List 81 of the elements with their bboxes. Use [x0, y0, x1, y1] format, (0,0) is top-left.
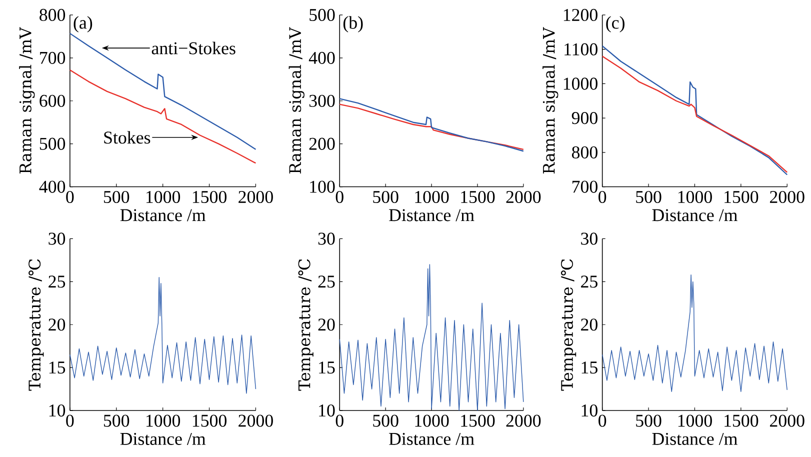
y-axis-title: Raman signal /mV	[542, 26, 558, 174]
x-tick-label: 500	[636, 414, 662, 427]
x-tick-label: 1000	[415, 190, 449, 203]
y-tick-label: 25	[318, 275, 335, 288]
x-tick-label: 1500	[461, 190, 495, 203]
y-tick-label: 400	[39, 180, 66, 193]
x-axis-title: Distance /m	[120, 208, 206, 221]
line-series	[70, 276, 256, 394]
x-axis-title: Distance /m	[652, 208, 738, 221]
y-tick-label: 500	[310, 8, 335, 21]
y-tick-label: 10	[319, 404, 335, 416]
annotation: (c)	[606, 16, 624, 32]
x-tick-label: 1500	[724, 190, 758, 203]
x-tick-label: 500	[373, 190, 398, 203]
x-tick-label: 2000	[238, 190, 273, 203]
x-axis-title: Distance /m	[652, 432, 738, 445]
annotation: (a)	[74, 16, 92, 32]
x-tick-label: 500	[104, 190, 130, 203]
y-tick-label: 900	[572, 112, 598, 124]
y-tick-label: 20	[318, 318, 335, 330]
y-tick-label: 700	[572, 180, 598, 193]
y-axis-title: Raman signal /mV	[288, 26, 304, 174]
y-tick-label: 1100	[564, 43, 598, 56]
y-axis-title: Temperature /℃	[298, 259, 314, 391]
x-tick-label: 1500	[724, 414, 758, 427]
x-tick-label: 2000	[770, 414, 804, 427]
y-tick-label: 15	[319, 361, 335, 374]
x-tick-label: 0	[598, 190, 606, 203]
annotation: Stokes	[104, 130, 150, 144]
x-tick-label: 2000	[770, 190, 804, 203]
line-series	[602, 274, 788, 392]
y-tick-label: 1000	[564, 77, 598, 90]
x-tick-label: 1500	[192, 414, 226, 427]
y-axis-title: Raman signal /mV	[19, 26, 35, 174]
x-tick-label: 1000	[415, 414, 449, 427]
y-tick-label: 200	[309, 138, 335, 150]
x-tick-label: 1500	[461, 414, 495, 427]
x-tick-label: 1000	[678, 414, 712, 427]
y-axis-title: Temperature /℃	[560, 259, 576, 391]
x-tick-label: 0	[66, 414, 74, 427]
y-tick-label: 20	[48, 318, 66, 330]
y-tick-label: 300	[309, 94, 335, 107]
y-tick-label: 10	[49, 404, 66, 416]
x-tick-label: 500	[636, 190, 662, 203]
x-axis-title: Distance /m	[120, 432, 206, 445]
x-tick-label: 1000	[678, 190, 712, 203]
y-tick-label: 1200	[564, 8, 598, 21]
y-tick-label: 25	[581, 275, 598, 288]
x-tick-label: 0	[336, 190, 344, 203]
y-tick-label: 400	[308, 52, 335, 64]
x-axis-title: Distance /m	[389, 432, 474, 445]
y-tick-label: 30	[48, 232, 66, 245]
x-axis-title: Distance /m	[389, 208, 474, 221]
x-tick-label: 1000	[146, 414, 180, 427]
y-tick-label: 20	[581, 318, 598, 330]
x-tick-label: 0	[336, 414, 344, 427]
y-tick-label: 10	[582, 404, 598, 416]
y-tick-label: 500	[40, 138, 66, 150]
y-tick-label: 800	[572, 146, 598, 158]
y-tick-label: 25	[48, 275, 66, 288]
x-tick-label: 2000	[238, 414, 273, 427]
x-tick-label: 1500	[192, 190, 226, 203]
y-tick-label: 15	[49, 361, 66, 374]
y-tick-label: 30	[318, 232, 335, 245]
x-tick-label: 2000	[506, 414, 541, 427]
annotation: anti−Stokes	[152, 41, 236, 54]
y-tick-label: 100	[310, 180, 335, 193]
y-tick-label: 15	[582, 361, 598, 374]
x-tick-label: 1000	[146, 190, 180, 203]
x-tick-label: 0	[598, 414, 606, 427]
x-tick-label: 2000	[506, 190, 541, 203]
y-tick-label: 800	[40, 8, 66, 21]
y-tick-label: 30	[581, 232, 598, 245]
x-tick-label: 500	[373, 414, 398, 427]
line-series	[69, 69, 256, 164]
y-tick-label: 600	[40, 94, 66, 107]
y-axis-title: Temperature /℃	[28, 259, 44, 391]
y-tick-label: 700	[40, 52, 66, 64]
x-tick-label: 500	[104, 414, 130, 427]
annotation: (b)	[343, 16, 363, 32]
x-tick-label: 0	[66, 190, 74, 203]
